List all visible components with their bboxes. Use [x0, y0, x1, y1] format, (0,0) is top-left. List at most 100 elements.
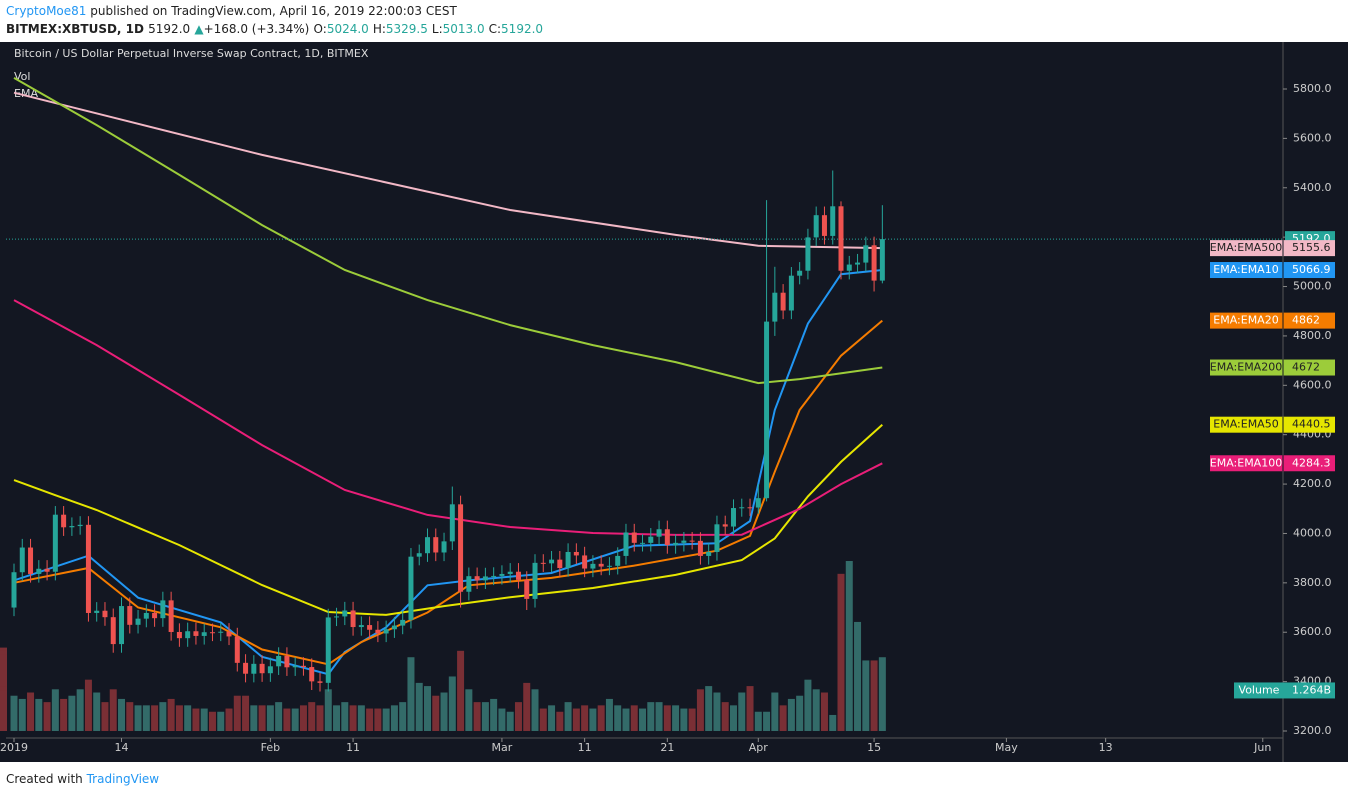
footer: Created with TradingView [6, 772, 159, 786]
candle-body [747, 507, 753, 509]
volume-bar [721, 702, 729, 731]
candle-body [251, 663, 257, 674]
candle-body [507, 571, 513, 574]
volume-bar [118, 698, 126, 731]
candle-body [722, 524, 728, 527]
candle-body [846, 264, 852, 271]
footer-text: Created with [6, 772, 83, 786]
candle-body [259, 663, 265, 674]
candle-body [226, 631, 232, 637]
ema-line [13, 269, 883, 676]
candle-body [582, 555, 588, 569]
candle-body [218, 631, 224, 633]
ema-value: 5155.6 [1292, 241, 1331, 254]
indicator-label: Vol [14, 70, 30, 83]
volume-bar [250, 705, 258, 731]
candle-body [416, 553, 422, 557]
volume-bar [299, 705, 307, 731]
volume-bar [581, 705, 589, 731]
candle-body [565, 551, 571, 569]
candle-body [391, 625, 397, 630]
candle-body [276, 655, 282, 667]
volume-bar [134, 705, 142, 731]
volume-bar [407, 657, 415, 731]
candle-body [838, 206, 844, 271]
volume-bar [796, 695, 804, 731]
candle-body [185, 631, 191, 639]
y-tick-label: 4000.0 [1293, 526, 1332, 539]
volume-bar [473, 702, 481, 731]
volume-bar [779, 705, 787, 731]
volume-bar [68, 695, 76, 731]
volume-bar [184, 705, 192, 731]
candle-body [631, 532, 637, 543]
candle-body [317, 681, 323, 683]
candle-body [400, 619, 406, 626]
y-tick-label: 5000.0 [1293, 280, 1332, 293]
volume-bar [432, 695, 440, 731]
ohlc-value: 5024.0 [326, 22, 369, 36]
ema-line [13, 299, 883, 536]
volume-bar [424, 686, 431, 731]
candle-body [143, 612, 149, 619]
ema-value: 4862 [1292, 314, 1320, 327]
candle-body [127, 606, 133, 625]
volume-bar [283, 708, 291, 731]
candle-body [515, 571, 521, 580]
volume-bar [76, 689, 84, 731]
volume-bar [614, 705, 622, 731]
ema-name: EMA:EMA20 [1213, 314, 1278, 327]
candle-body [813, 215, 819, 238]
candle-body [334, 616, 340, 618]
volume-bar [729, 705, 737, 731]
volume-bar [308, 702, 316, 731]
volume-label-box [1234, 682, 1335, 699]
volume-bar [506, 711, 514, 731]
volume-bar [705, 686, 713, 731]
volume-bar [787, 698, 795, 731]
ema-label-box [1210, 455, 1335, 472]
volume-bar [746, 686, 754, 731]
candle-body [739, 507, 745, 509]
volume-bar [390, 705, 398, 731]
ema-line [13, 91, 883, 250]
candle-body [152, 612, 158, 619]
ema-value: 4284.3 [1292, 456, 1331, 469]
volume-bar [548, 705, 556, 731]
candle-body [160, 600, 166, 619]
volume-bar [333, 705, 341, 731]
y-tick-label: 5600.0 [1293, 131, 1332, 144]
ema-value: 5066.9 [1292, 263, 1331, 276]
candle-body [615, 555, 621, 566]
volume-bar [878, 657, 886, 731]
volume-bar [200, 708, 208, 731]
brand[interactable]: TradingView [86, 772, 160, 786]
candle-body [193, 631, 199, 636]
ohlc-value: 5013.0 [442, 22, 485, 36]
candle-body [102, 610, 108, 618]
volume-bar [655, 702, 663, 731]
chart: Bitcoin / US Dollar Perpetual Inverse Sw… [0, 42, 1348, 762]
candle-body [243, 662, 249, 674]
arrow: ▲ [194, 22, 204, 36]
candle-body [780, 292, 786, 311]
y-tick-label: 4200.0 [1293, 477, 1332, 490]
volume-bar [35, 698, 43, 731]
candle-body [325, 617, 331, 683]
volume-bar [754, 711, 762, 731]
volume-value: 1.264B [1292, 683, 1331, 696]
volume-bar [167, 698, 175, 731]
candle-body [119, 606, 125, 645]
candle-body [549, 559, 555, 564]
volume-bar [465, 689, 473, 731]
volume-bar [539, 708, 547, 731]
volume-bar [647, 702, 655, 731]
candle-body [648, 536, 654, 543]
volume-bar [109, 689, 117, 731]
published: published on TradingView.com, April 16, … [90, 4, 457, 18]
candle-body [11, 572, 17, 608]
author[interactable]: CryptoMoe81 [6, 4, 87, 18]
x-tick-label: 2019 [0, 741, 28, 754]
candle-body [350, 610, 356, 628]
